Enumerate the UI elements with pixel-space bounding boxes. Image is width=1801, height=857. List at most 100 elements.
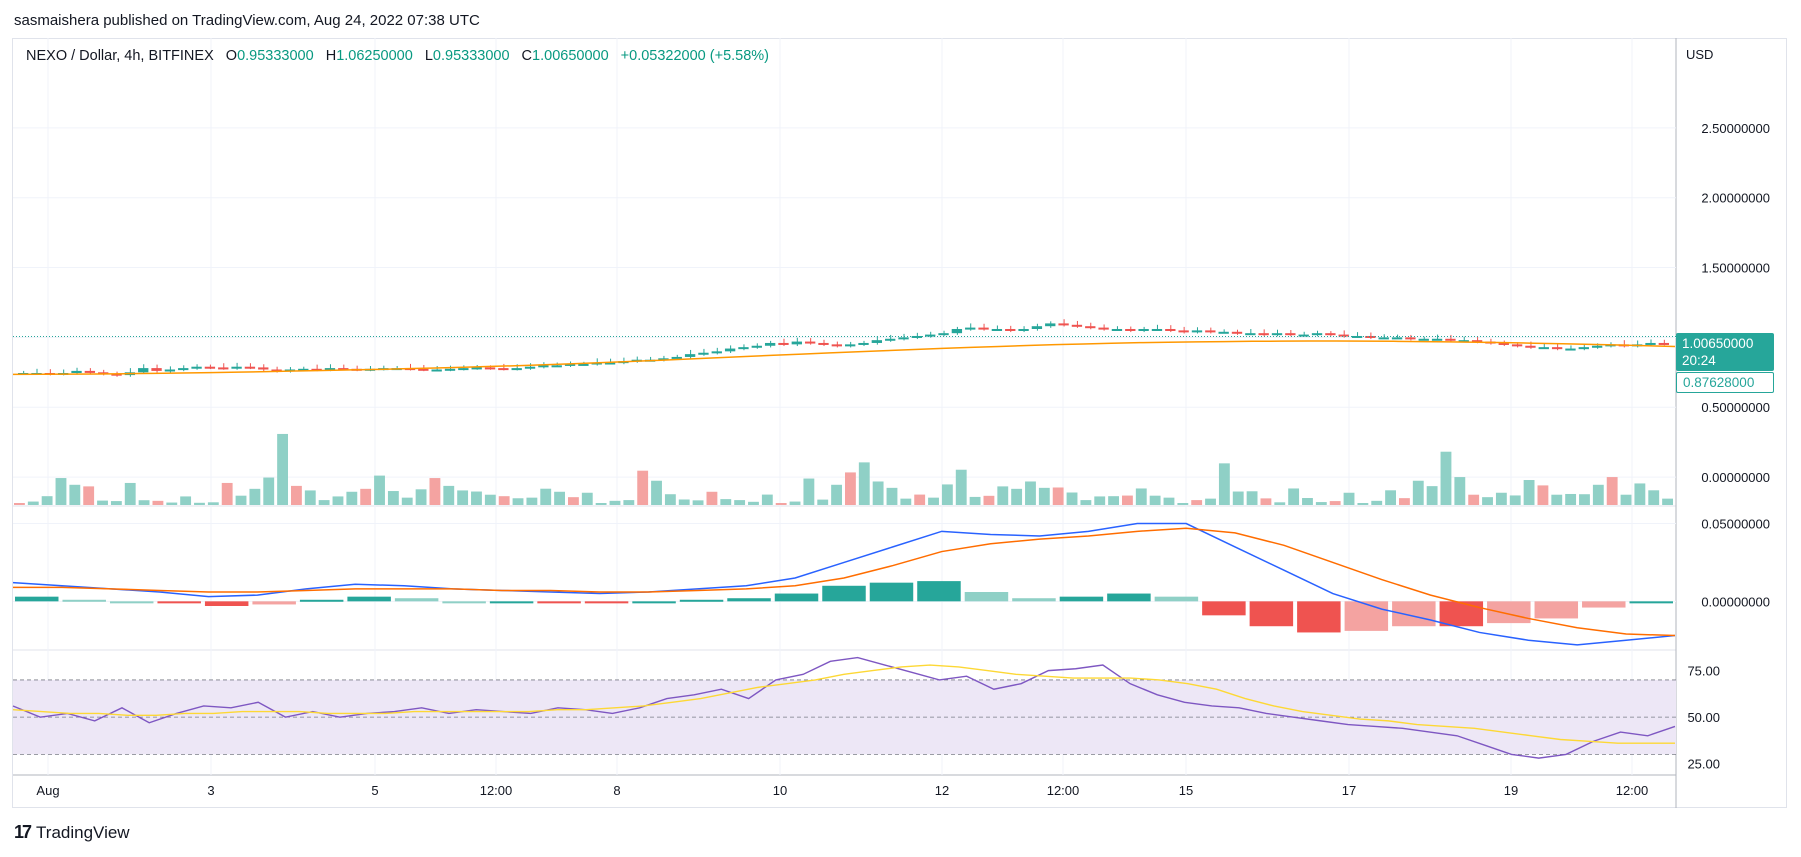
volume-bar (457, 490, 469, 505)
volume-bar (1426, 486, 1438, 505)
macd-histogram-bar (1249, 601, 1294, 627)
candle-body (1138, 328, 1149, 331)
volume-bar (941, 484, 953, 505)
price-tick-label: 2.00000000 (1701, 191, 1770, 206)
candle-body (1591, 345, 1603, 348)
time-tick-label: 12:00 (480, 783, 513, 798)
candle-body (538, 365, 549, 368)
macd-histogram-bar (774, 593, 819, 602)
time-tick-label: 3 (207, 783, 214, 798)
time-tick-label: 8 (613, 783, 620, 798)
macd-histogram-bar (15, 596, 59, 602)
low-label: L (424, 48, 433, 64)
candle-body (1285, 333, 1296, 336)
candle-body (1245, 333, 1256, 336)
volume-bar (983, 495, 995, 505)
volume-bar (1122, 495, 1133, 505)
rsi-tick-label: 75.00 (1687, 664, 1720, 679)
bar-countdown: 20:24 (1682, 353, 1716, 368)
volume-bar (1080, 500, 1092, 505)
last-price-tag: 1.00650000 20:24 (1676, 333, 1774, 371)
candle-body (778, 342, 789, 345)
volume-bar (401, 497, 413, 505)
volume-bar (1440, 451, 1452, 505)
candle-body (1511, 344, 1523, 347)
macd-histogram-bar (1582, 601, 1626, 608)
macd-histogram-bar (109, 601, 154, 604)
tradingview-logo[interactable]: 17 TradingView (14, 822, 130, 843)
volume-bar (332, 496, 344, 505)
candle-body (1525, 345, 1536, 348)
volume-bar (152, 500, 164, 505)
volume-bar (1163, 497, 1175, 505)
macd-histogram-bar (62, 599, 106, 602)
volume-bar (1343, 492, 1355, 505)
candle-body (698, 352, 709, 355)
volume-bar (277, 433, 288, 505)
rsi-line (12, 656, 1676, 759)
candle-body (938, 333, 949, 336)
price-tick-label: 1.50000000 (1701, 261, 1770, 276)
candle-body (1418, 338, 1429, 341)
candle-body (791, 341, 802, 345)
candle-body (711, 351, 722, 354)
volume-bar (761, 494, 773, 505)
signal-line (13, 527, 1676, 637)
candle-body (324, 368, 336, 371)
macd-histogram-bar (1059, 596, 1104, 602)
volume-bar (512, 498, 524, 505)
volume-bar (249, 488, 261, 505)
volume-bar (1066, 492, 1078, 505)
volume-bar (1052, 487, 1064, 505)
candle-body (1058, 323, 1069, 326)
macd-histogram-bar (727, 598, 771, 602)
candle-body (524, 366, 536, 369)
volume-bar (318, 500, 330, 505)
macd-histogram-bar (394, 598, 439, 602)
volume-bar (1288, 488, 1300, 505)
symbol-label[interactable]: NEXO / Dollar, 4h, BITFINEX (26, 48, 214, 64)
volume-bar (609, 500, 621, 505)
volume-bar (484, 494, 496, 505)
candle-body (484, 367, 496, 370)
chart-frame[interactable] (12, 38, 1787, 808)
volume-bar (1648, 490, 1660, 505)
candle-body (1391, 337, 1403, 340)
tradingview-brand: TradingView (36, 822, 130, 842)
candle-body (1578, 347, 1589, 350)
volume-bar (1135, 488, 1147, 505)
volume-bar (1191, 500, 1203, 505)
candle-body (738, 347, 749, 350)
candle-body (858, 342, 869, 345)
candle-body (1405, 337, 1416, 340)
volume-bar (1302, 498, 1313, 505)
volume-bar (1011, 488, 1023, 505)
candle-body (1538, 347, 1549, 350)
macd-histogram-bar (869, 582, 914, 602)
currency-label[interactable]: USD (1686, 47, 1714, 62)
volume-bar (1274, 502, 1286, 505)
macd-histogram-bar (1487, 601, 1531, 624)
volume-bar (526, 497, 538, 505)
volume-bar (1232, 491, 1244, 505)
volume-bar (540, 488, 552, 505)
candle-body (1658, 342, 1669, 345)
volume-bar (1509, 495, 1521, 505)
close-label: C (521, 48, 533, 64)
candle-body (804, 341, 816, 344)
volume-bar (581, 492, 593, 505)
volume-bar (900, 498, 912, 505)
volume-bar (748, 501, 759, 505)
macd-histogram-bar (822, 585, 866, 602)
macd-line (12, 522, 1676, 646)
volume-bar (1606, 477, 1618, 505)
macd-histogram-bar (1012, 598, 1056, 602)
volume-bar (720, 499, 732, 505)
volume-bar (221, 482, 233, 505)
change-value: +0.05322000 (+5.58%) (620, 48, 770, 64)
candle-body (1231, 331, 1243, 334)
volume-bar (1371, 500, 1383, 505)
candle-body (138, 368, 149, 373)
candle-body (911, 335, 923, 338)
